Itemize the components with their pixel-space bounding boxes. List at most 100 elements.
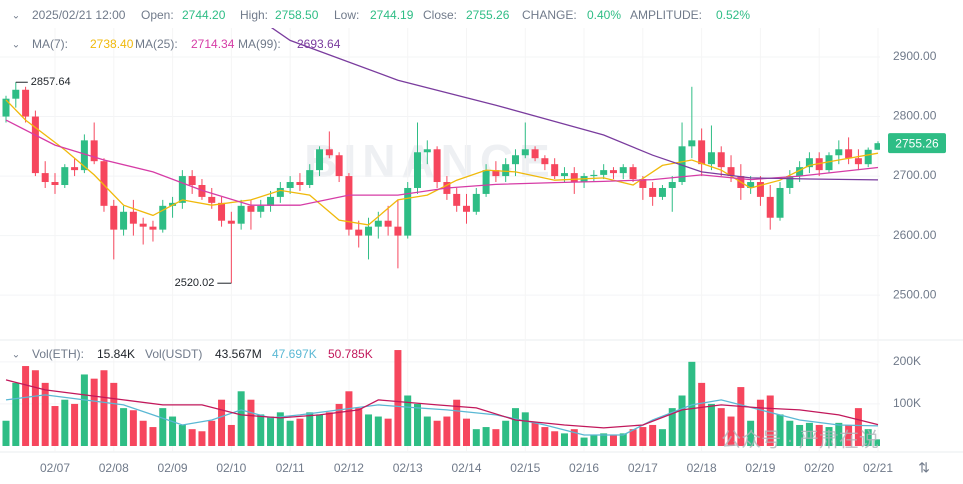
candle-body	[600, 170, 608, 175]
volume-bar	[688, 361, 696, 446]
candle-body	[41, 173, 49, 183]
ma-value: 2714.34	[191, 37, 235, 51]
candle-body	[825, 155, 833, 171]
volume-bar	[257, 414, 265, 446]
volume-bar	[129, 410, 137, 446]
candle-body	[531, 149, 539, 159]
candle-body	[80, 140, 88, 171]
ma-line	[270, 28, 879, 181]
candle-body	[169, 202, 177, 206]
candle-body	[404, 187, 412, 236]
x-tick-label: 02/11	[276, 461, 305, 475]
candle-body	[31, 116, 39, 174]
candle-body	[727, 167, 735, 177]
candle-body	[590, 174, 598, 177]
header-value: 2755.26	[466, 8, 510, 22]
candle-body	[854, 158, 862, 165]
candle-body	[51, 182, 59, 185]
ma-value: 2693.64	[297, 37, 341, 51]
volume-bar	[541, 427, 549, 446]
volume-bar	[531, 422, 539, 446]
candle-body	[365, 226, 373, 236]
candle-body	[629, 167, 637, 180]
candle-body	[717, 152, 725, 168]
volume-bar	[198, 431, 206, 446]
candle-body	[511, 155, 519, 165]
candle-body	[462, 205, 470, 212]
volume-bar	[267, 416, 275, 446]
volume-bar	[619, 433, 627, 446]
volume-bar	[609, 435, 617, 446]
candle-body	[707, 152, 715, 165]
candle-body	[306, 170, 314, 185]
volume-bar	[864, 429, 872, 446]
volume-bar	[80, 374, 88, 446]
x-tick-label: 02/13	[393, 461, 423, 475]
high-label: 2857.64	[31, 76, 71, 88]
header-value: 0.40%	[587, 8, 621, 22]
volume-bar	[90, 378, 98, 446]
volume-bar	[120, 408, 128, 446]
volume-bar	[825, 427, 833, 446]
settings-icon[interactable]: ⇅	[918, 460, 930, 476]
candle-body	[472, 193, 480, 212]
x-tick-label: 02/09	[158, 461, 188, 475]
candle-body	[345, 176, 353, 230]
candle-body	[433, 149, 441, 183]
x-tick-label: 02/18	[687, 461, 717, 475]
volume-bar	[629, 429, 637, 446]
volume-bar	[521, 412, 529, 446]
header-label: High:	[240, 8, 268, 22]
candle-body	[237, 205, 245, 224]
candle-body	[61, 167, 69, 185]
candle-body	[492, 170, 500, 177]
candle-body	[188, 176, 196, 185]
candle-body	[570, 173, 578, 183]
volume-bar	[815, 424, 823, 446]
volume-bar	[208, 420, 216, 446]
volume-tick-label: 200K	[893, 354, 921, 368]
low-label: 2520.02	[175, 277, 215, 289]
candle-body	[325, 149, 333, 156]
candle-body	[139, 223, 147, 227]
candle-body	[521, 149, 529, 156]
candle-body	[374, 220, 382, 227]
x-tick-label: 02/12	[334, 461, 364, 475]
candle-body	[609, 170, 617, 174]
vol-ma-value: 50.785K	[328, 347, 373, 361]
volume-bar	[374, 416, 382, 446]
candle-body	[286, 182, 294, 188]
candle-body	[649, 187, 657, 197]
candle-body	[394, 226, 402, 236]
volume-bar	[776, 414, 784, 446]
y-tick-label: 2600.00	[893, 228, 937, 242]
candle-body	[120, 211, 128, 230]
collapse-icon: ⌄	[12, 350, 20, 361]
volume-bar	[71, 403, 79, 446]
candle-body	[316, 149, 324, 171]
volume-bar	[854, 408, 862, 446]
volume-bar	[178, 424, 186, 446]
volume-bar	[100, 370, 108, 446]
volume-bar	[766, 395, 774, 446]
candle-body	[12, 89, 20, 99]
volume-bar	[365, 414, 373, 446]
volume-bar	[639, 427, 647, 446]
vol-value: 43.567M	[215, 347, 262, 361]
volume-bar	[590, 435, 598, 446]
volume-bar	[237, 391, 245, 446]
candle-body	[658, 187, 666, 197]
volume-bar	[678, 395, 686, 446]
volume-bar	[472, 429, 480, 446]
volume-bar	[668, 408, 676, 446]
volume-bar	[727, 416, 735, 446]
volume-bar	[218, 399, 226, 446]
y-tick-label: 2500.00	[893, 287, 937, 301]
volume-bar	[707, 403, 715, 446]
volume-bar	[658, 429, 666, 446]
vol-ma-value: 47.697K	[272, 347, 317, 361]
candle-body	[688, 140, 696, 147]
candle-body	[149, 226, 157, 230]
